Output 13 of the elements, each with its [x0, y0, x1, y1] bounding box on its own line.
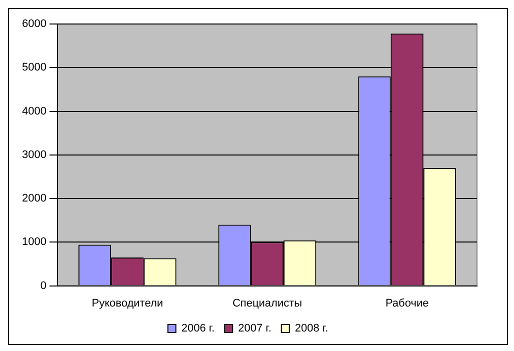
y-tick-label: 0: [40, 280, 46, 292]
legend-label: 2008 г.: [294, 322, 328, 335]
x-tick-label: Руководители: [92, 297, 164, 310]
y-tick-label: 2000: [22, 192, 46, 205]
y-tick-label: 6000: [22, 18, 46, 30]
x-tick-label: Специалисты: [232, 297, 302, 310]
legend-label: 2007 г.: [238, 322, 272, 335]
y-tick-label: 1000: [22, 236, 46, 248]
x-tick-label: Рабочие: [385, 297, 429, 310]
y-tick-label: 4000: [22, 105, 46, 118]
y-tick-label: 3000: [22, 148, 46, 161]
legend-label: 2006 г.: [181, 322, 215, 335]
y-tick-label: 5000: [22, 62, 46, 74]
